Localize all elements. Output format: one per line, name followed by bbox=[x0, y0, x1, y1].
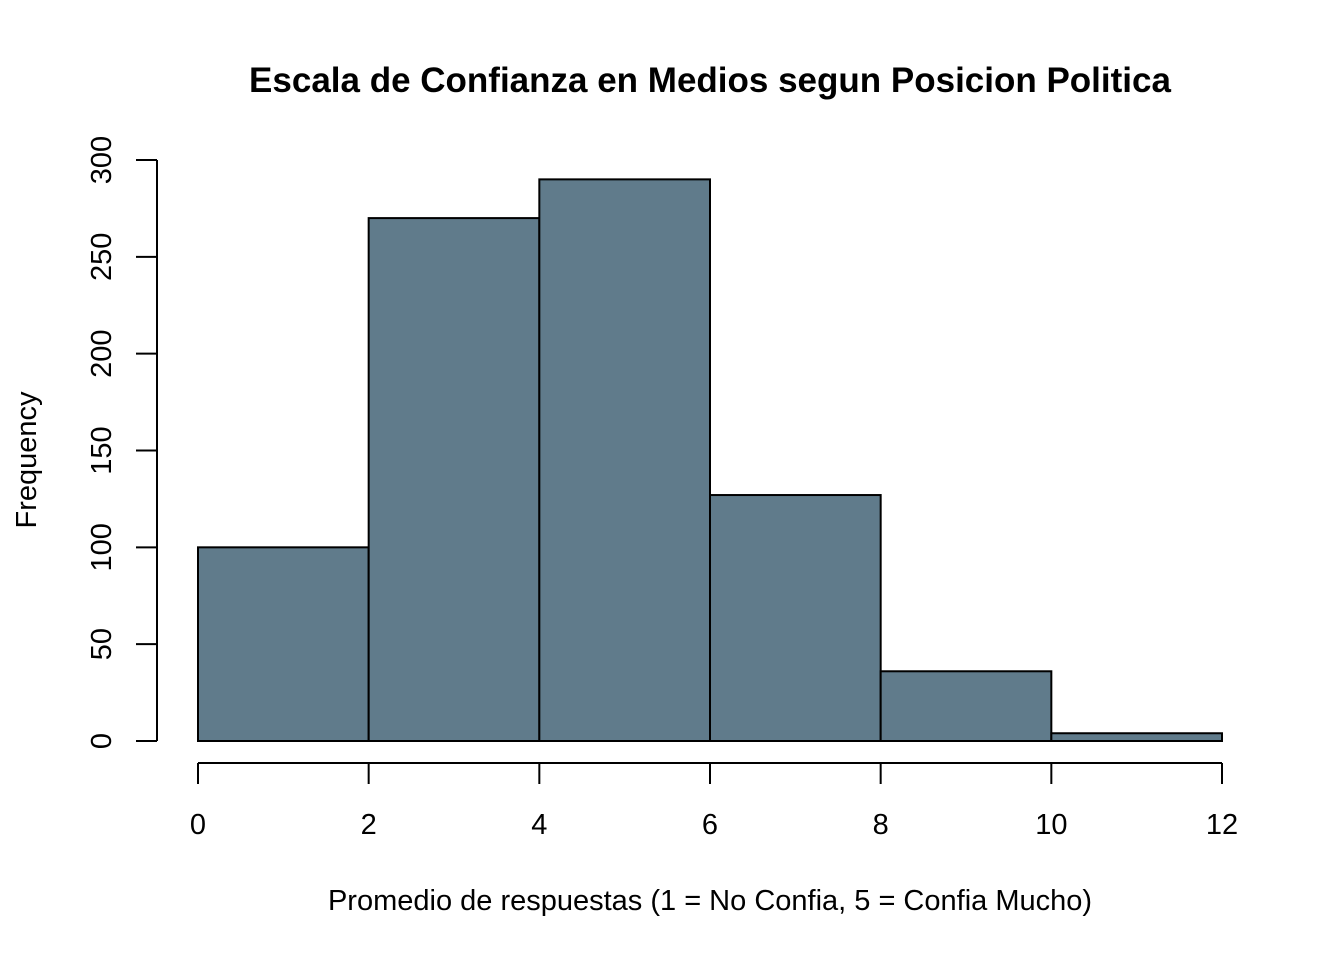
y-axis: 0 50 100 150 200 250 300 bbox=[86, 136, 158, 749]
x-axis-label: Promedio de respuestas (1 = No Confia, 5… bbox=[328, 885, 1092, 917]
y-tick-label: 250 bbox=[86, 233, 118, 281]
x-tick-label: 10 bbox=[1035, 809, 1067, 841]
y-tick-label: 300 bbox=[86, 136, 118, 184]
x-tick-label: 4 bbox=[531, 809, 547, 841]
y-tick-label: 200 bbox=[86, 329, 118, 377]
y-tick-label: 50 bbox=[86, 628, 118, 660]
histogram-bar-0 bbox=[197, 546, 370, 742]
histogram-bar-4 bbox=[879, 670, 1053, 743]
y-tick-label: 100 bbox=[86, 523, 118, 571]
x-tick-label: 2 bbox=[361, 809, 377, 841]
chart-title: Escala de Confianza en Medios segun Posi… bbox=[249, 61, 1171, 100]
x-axis: 0 2 4 6 8 10 12 bbox=[190, 762, 1238, 841]
y-axis-label: Frequency bbox=[11, 391, 43, 529]
histogram-bar-3 bbox=[709, 494, 882, 742]
histogram-bar-5 bbox=[1050, 732, 1224, 743]
histogram-bar-2 bbox=[538, 178, 711, 743]
x-tick-label: 8 bbox=[873, 809, 889, 841]
x-tick-label: 6 bbox=[702, 809, 718, 841]
histogram-bar-1 bbox=[367, 217, 541, 743]
x-tick-label: 0 bbox=[190, 809, 206, 841]
x-tick-label: 12 bbox=[1206, 809, 1238, 841]
y-tick-label: 0 bbox=[86, 733, 118, 749]
bars-group bbox=[197, 178, 1224, 743]
y-tick-label: 150 bbox=[86, 426, 118, 474]
